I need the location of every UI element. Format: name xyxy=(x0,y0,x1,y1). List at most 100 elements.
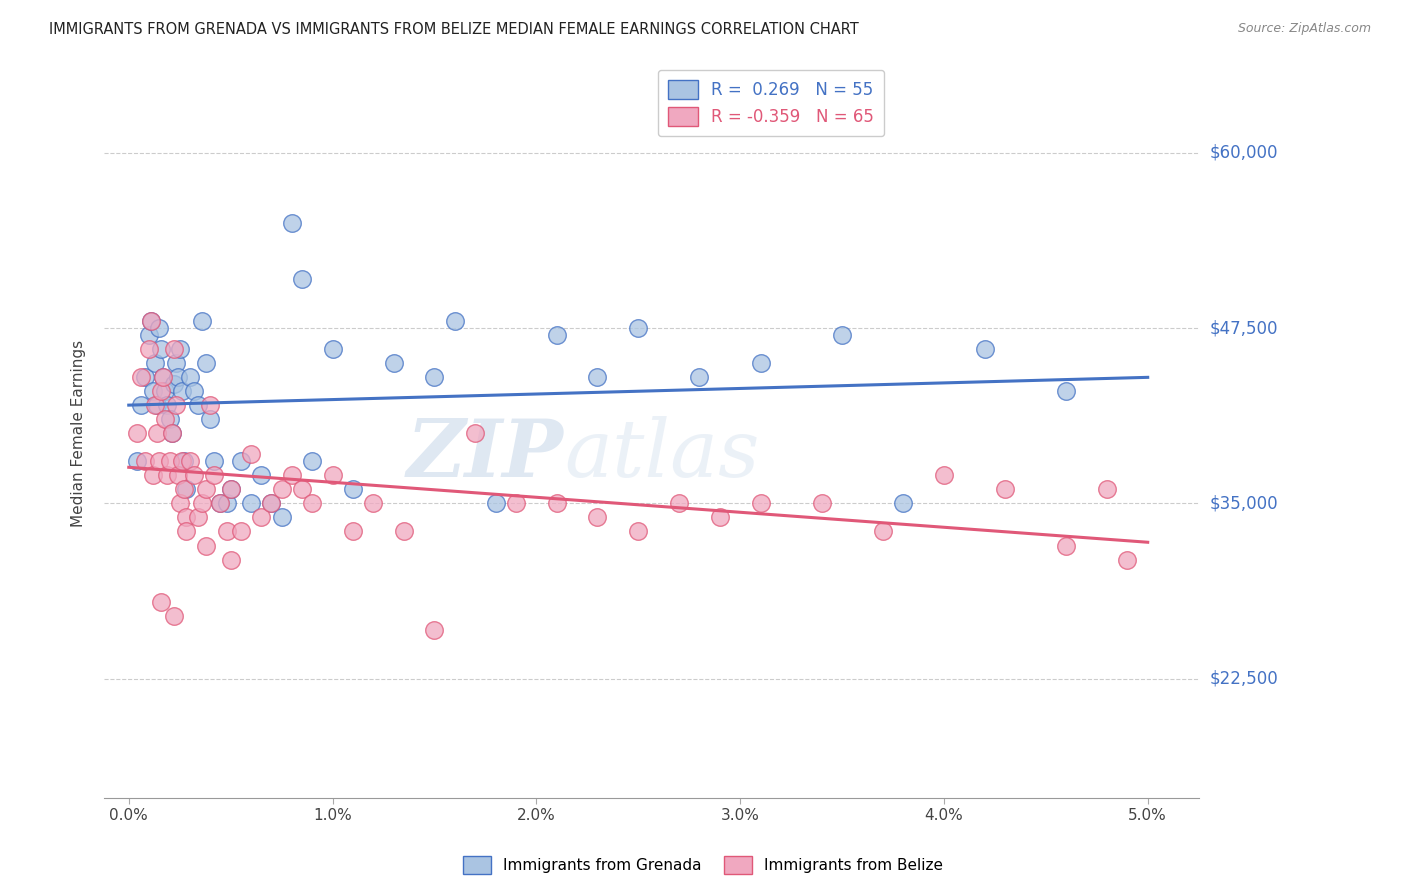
Point xyxy=(191,314,214,328)
Text: $22,500: $22,500 xyxy=(1209,670,1278,688)
Point xyxy=(134,454,156,468)
Point xyxy=(187,510,209,524)
Point xyxy=(142,468,165,483)
Text: $35,000: $35,000 xyxy=(1209,494,1278,512)
Point xyxy=(229,454,252,468)
Point xyxy=(382,356,405,370)
Point xyxy=(260,496,283,510)
Point xyxy=(143,356,166,370)
Point xyxy=(627,321,650,335)
Point xyxy=(142,384,165,399)
Point xyxy=(932,468,955,483)
Point xyxy=(173,454,195,468)
Point xyxy=(143,398,166,412)
Point xyxy=(165,356,187,370)
Point xyxy=(301,454,323,468)
Point xyxy=(209,496,232,510)
Point xyxy=(195,356,218,370)
Point xyxy=(169,342,191,356)
Point xyxy=(219,483,242,497)
Point xyxy=(1054,539,1077,553)
Text: Source: ZipAtlas.com: Source: ZipAtlas.com xyxy=(1237,22,1371,36)
Point xyxy=(148,321,170,335)
Point xyxy=(195,539,218,553)
Point xyxy=(749,496,772,510)
Point xyxy=(173,483,195,497)
Point xyxy=(155,412,177,426)
Point xyxy=(166,370,188,384)
Point xyxy=(191,496,214,510)
Point xyxy=(183,384,205,399)
Point xyxy=(810,496,832,510)
Point xyxy=(209,496,232,510)
Point xyxy=(709,510,731,524)
Point xyxy=(443,314,465,328)
Point xyxy=(165,398,187,412)
Point xyxy=(464,426,486,441)
Point xyxy=(179,370,201,384)
Point xyxy=(125,426,148,441)
Point xyxy=(148,454,170,468)
Point xyxy=(159,412,181,426)
Point xyxy=(162,342,184,356)
Point xyxy=(1095,483,1118,497)
Point xyxy=(200,398,222,412)
Point xyxy=(423,370,446,384)
Point xyxy=(668,496,690,510)
Point xyxy=(250,510,273,524)
Point xyxy=(129,370,152,384)
Point xyxy=(229,524,252,539)
Point xyxy=(546,328,568,343)
Point xyxy=(166,468,188,483)
Point xyxy=(627,524,650,539)
Text: atlas: atlas xyxy=(564,417,759,494)
Point xyxy=(270,483,292,497)
Point xyxy=(170,454,193,468)
Point xyxy=(159,454,181,468)
Point xyxy=(219,483,242,497)
Legend: R =  0.269   N = 55, R = -0.359   N = 65: R = 0.269 N = 55, R = -0.359 N = 65 xyxy=(658,70,884,136)
Point xyxy=(141,314,163,328)
Point xyxy=(152,370,174,384)
Point xyxy=(260,496,283,510)
Point xyxy=(342,524,364,539)
Point xyxy=(138,328,160,343)
Point xyxy=(891,496,914,510)
Point xyxy=(291,483,314,497)
Point xyxy=(423,623,446,637)
Point xyxy=(174,524,197,539)
Point xyxy=(150,384,173,399)
Point xyxy=(125,454,148,468)
Point xyxy=(973,342,995,356)
Point xyxy=(174,510,197,524)
Point xyxy=(250,468,273,483)
Point xyxy=(141,314,163,328)
Point xyxy=(546,496,568,510)
Point xyxy=(240,496,263,510)
Point xyxy=(195,483,218,497)
Point xyxy=(586,510,609,524)
Point xyxy=(152,370,174,384)
Point xyxy=(281,468,304,483)
Point xyxy=(215,496,238,510)
Point xyxy=(183,468,205,483)
Text: $60,000: $60,000 xyxy=(1209,144,1278,161)
Point xyxy=(150,594,173,608)
Point xyxy=(155,384,177,399)
Point xyxy=(301,496,323,510)
Point xyxy=(170,384,193,399)
Point xyxy=(150,342,173,356)
Legend: Immigrants from Grenada, Immigrants from Belize: Immigrants from Grenada, Immigrants from… xyxy=(457,850,949,880)
Point xyxy=(240,447,263,461)
Y-axis label: Median Female Earnings: Median Female Earnings xyxy=(72,340,86,527)
Point xyxy=(156,468,179,483)
Point xyxy=(484,496,506,510)
Text: ZIP: ZIP xyxy=(408,417,564,494)
Point xyxy=(505,496,527,510)
Point xyxy=(179,454,201,468)
Point xyxy=(1054,384,1077,399)
Point xyxy=(174,483,197,497)
Point xyxy=(291,272,314,286)
Point xyxy=(281,216,304,230)
Point xyxy=(169,496,191,510)
